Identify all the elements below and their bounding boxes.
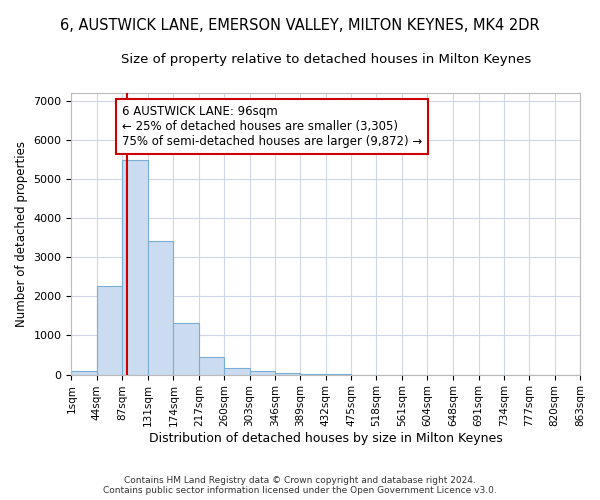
- Text: 6, AUSTWICK LANE, EMERSON VALLEY, MILTON KEYNES, MK4 2DR: 6, AUSTWICK LANE, EMERSON VALLEY, MILTON…: [60, 18, 540, 32]
- Bar: [224, 368, 250, 374]
- Text: Contains HM Land Registry data © Crown copyright and database right 2024.
Contai: Contains HM Land Registry data © Crown c…: [103, 476, 497, 495]
- Title: Size of property relative to detached houses in Milton Keynes: Size of property relative to detached ho…: [121, 52, 531, 66]
- Bar: [173, 322, 199, 374]
- Bar: [71, 370, 97, 374]
- Bar: [148, 241, 173, 374]
- Y-axis label: Number of detached properties: Number of detached properties: [15, 141, 28, 327]
- Bar: [122, 160, 148, 374]
- Bar: [250, 371, 275, 374]
- Bar: [275, 372, 301, 374]
- Bar: [97, 286, 122, 374]
- Bar: [199, 356, 224, 374]
- Text: 6 AUSTWICK LANE: 96sqm
← 25% of detached houses are smaller (3,305)
75% of semi-: 6 AUSTWICK LANE: 96sqm ← 25% of detached…: [122, 105, 422, 148]
- X-axis label: Distribution of detached houses by size in Milton Keynes: Distribution of detached houses by size …: [149, 432, 503, 445]
